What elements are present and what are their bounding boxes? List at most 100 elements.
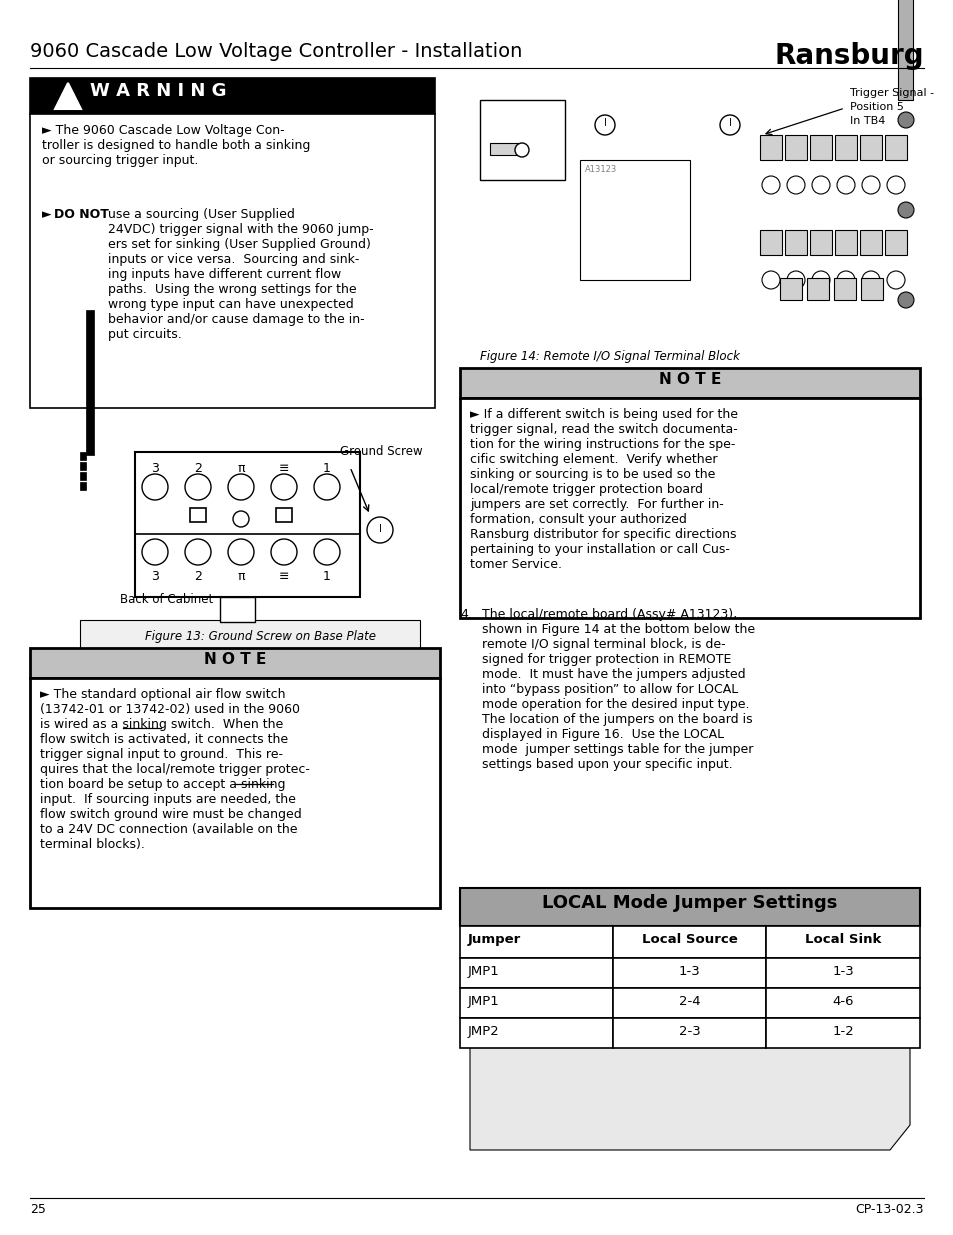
Text: I: I xyxy=(378,524,381,534)
Bar xyxy=(579,161,689,280)
Bar xyxy=(760,230,781,254)
Text: 1-3: 1-3 xyxy=(831,965,853,978)
Text: use a sourcing (User Supplied
24VDC) trigger signal with the 9060 jump-
ers set : use a sourcing (User Supplied 24VDC) tri… xyxy=(108,207,374,341)
Bar xyxy=(459,1018,613,1049)
Text: I: I xyxy=(728,119,731,128)
Circle shape xyxy=(897,112,913,128)
Text: 2: 2 xyxy=(193,462,202,475)
Text: Local Source: Local Source xyxy=(641,932,737,946)
Bar xyxy=(459,926,613,958)
Text: Ground Screw: Ground Screw xyxy=(339,445,422,458)
Text: 1: 1 xyxy=(323,462,331,475)
Bar xyxy=(760,135,781,161)
Polygon shape xyxy=(55,83,81,109)
Bar xyxy=(809,230,831,254)
Bar xyxy=(613,958,765,988)
Bar xyxy=(884,230,906,254)
Bar xyxy=(765,926,919,958)
Polygon shape xyxy=(80,620,419,795)
Bar xyxy=(613,1018,765,1049)
Text: N O T E: N O T E xyxy=(204,652,266,667)
Text: N O T E: N O T E xyxy=(659,372,720,387)
Text: ► The standard optional air flow switch
(13742-01 or 13742-02) used in the 9060
: ► The standard optional air flow switch … xyxy=(40,688,310,851)
Circle shape xyxy=(595,115,615,135)
Text: Jumper: Jumper xyxy=(468,932,520,946)
Text: 2: 2 xyxy=(193,571,202,583)
Text: 1-3: 1-3 xyxy=(678,965,700,978)
Circle shape xyxy=(862,270,879,289)
Circle shape xyxy=(761,270,780,289)
Text: ► The 9060 Cascade Low Voltage Con-
troller is designed to handle both a sinking: ► The 9060 Cascade Low Voltage Con- trol… xyxy=(42,124,310,167)
Circle shape xyxy=(897,291,913,308)
Circle shape xyxy=(836,177,854,194)
Bar xyxy=(30,678,439,908)
Text: π: π xyxy=(237,571,245,583)
Bar xyxy=(784,230,806,254)
Bar xyxy=(884,135,906,161)
Bar xyxy=(765,1018,919,1049)
Text: 3: 3 xyxy=(151,571,159,583)
Circle shape xyxy=(862,177,879,194)
Bar xyxy=(459,368,919,398)
Circle shape xyxy=(142,538,168,564)
Bar xyxy=(30,648,439,678)
Circle shape xyxy=(515,143,529,157)
Bar xyxy=(490,143,519,156)
Text: 4-6: 4-6 xyxy=(831,995,853,1008)
Text: ► If a different switch is being used for the
trigger signal, read the switch do: ► If a different switch is being used fo… xyxy=(470,408,738,571)
Text: W A R N I N G: W A R N I N G xyxy=(90,82,226,100)
Bar xyxy=(80,472,86,480)
Text: I: I xyxy=(603,119,606,128)
Circle shape xyxy=(228,538,253,564)
Text: ►: ► xyxy=(42,207,55,221)
Circle shape xyxy=(185,538,211,564)
Text: Trigger Signal -: Trigger Signal - xyxy=(849,88,933,98)
Text: Local Sink: Local Sink xyxy=(804,932,881,946)
Text: CP-13-02.3: CP-13-02.3 xyxy=(855,1203,923,1216)
Circle shape xyxy=(761,177,780,194)
Bar xyxy=(275,508,292,522)
Text: 1: 1 xyxy=(323,571,331,583)
Circle shape xyxy=(271,474,296,500)
Bar xyxy=(833,278,855,300)
Bar xyxy=(459,958,613,988)
Text: JMP1: JMP1 xyxy=(468,965,499,978)
Circle shape xyxy=(897,203,913,219)
Text: The local/remote board (Assy# A13123),
shown in Figure 14 at the bottom below th: The local/remote board (Assy# A13123), s… xyxy=(481,608,755,771)
Text: In TB4: In TB4 xyxy=(849,116,884,126)
Bar xyxy=(135,452,359,597)
Circle shape xyxy=(367,517,393,543)
Circle shape xyxy=(185,474,211,500)
Bar xyxy=(809,135,831,161)
Text: π: π xyxy=(237,462,245,475)
Text: Ransburg: Ransburg xyxy=(774,42,923,70)
Bar xyxy=(784,135,806,161)
Bar xyxy=(220,597,254,622)
Circle shape xyxy=(811,177,829,194)
Bar xyxy=(459,988,613,1018)
Bar xyxy=(806,278,828,300)
Text: ≡: ≡ xyxy=(278,462,289,475)
Bar xyxy=(780,278,801,300)
Bar xyxy=(897,0,912,100)
Text: Figure 13: Ground Screw on Base Plate: Figure 13: Ground Screw on Base Plate xyxy=(145,630,375,643)
Bar xyxy=(859,230,882,254)
Bar xyxy=(834,230,856,254)
Bar xyxy=(479,100,564,180)
Polygon shape xyxy=(470,900,909,1150)
Text: 25: 25 xyxy=(30,1203,46,1216)
Circle shape xyxy=(811,270,829,289)
Bar xyxy=(765,958,919,988)
Circle shape xyxy=(836,270,854,289)
Bar xyxy=(859,135,882,161)
Bar xyxy=(80,462,86,471)
Text: 3: 3 xyxy=(151,462,159,475)
Text: LOCAL Mode Jumper Settings: LOCAL Mode Jumper Settings xyxy=(541,894,837,911)
Bar xyxy=(613,926,765,958)
Bar xyxy=(613,988,765,1018)
Bar xyxy=(80,482,86,490)
Text: 4.: 4. xyxy=(459,608,472,621)
Bar xyxy=(459,888,919,926)
Circle shape xyxy=(786,270,804,289)
Circle shape xyxy=(142,474,168,500)
